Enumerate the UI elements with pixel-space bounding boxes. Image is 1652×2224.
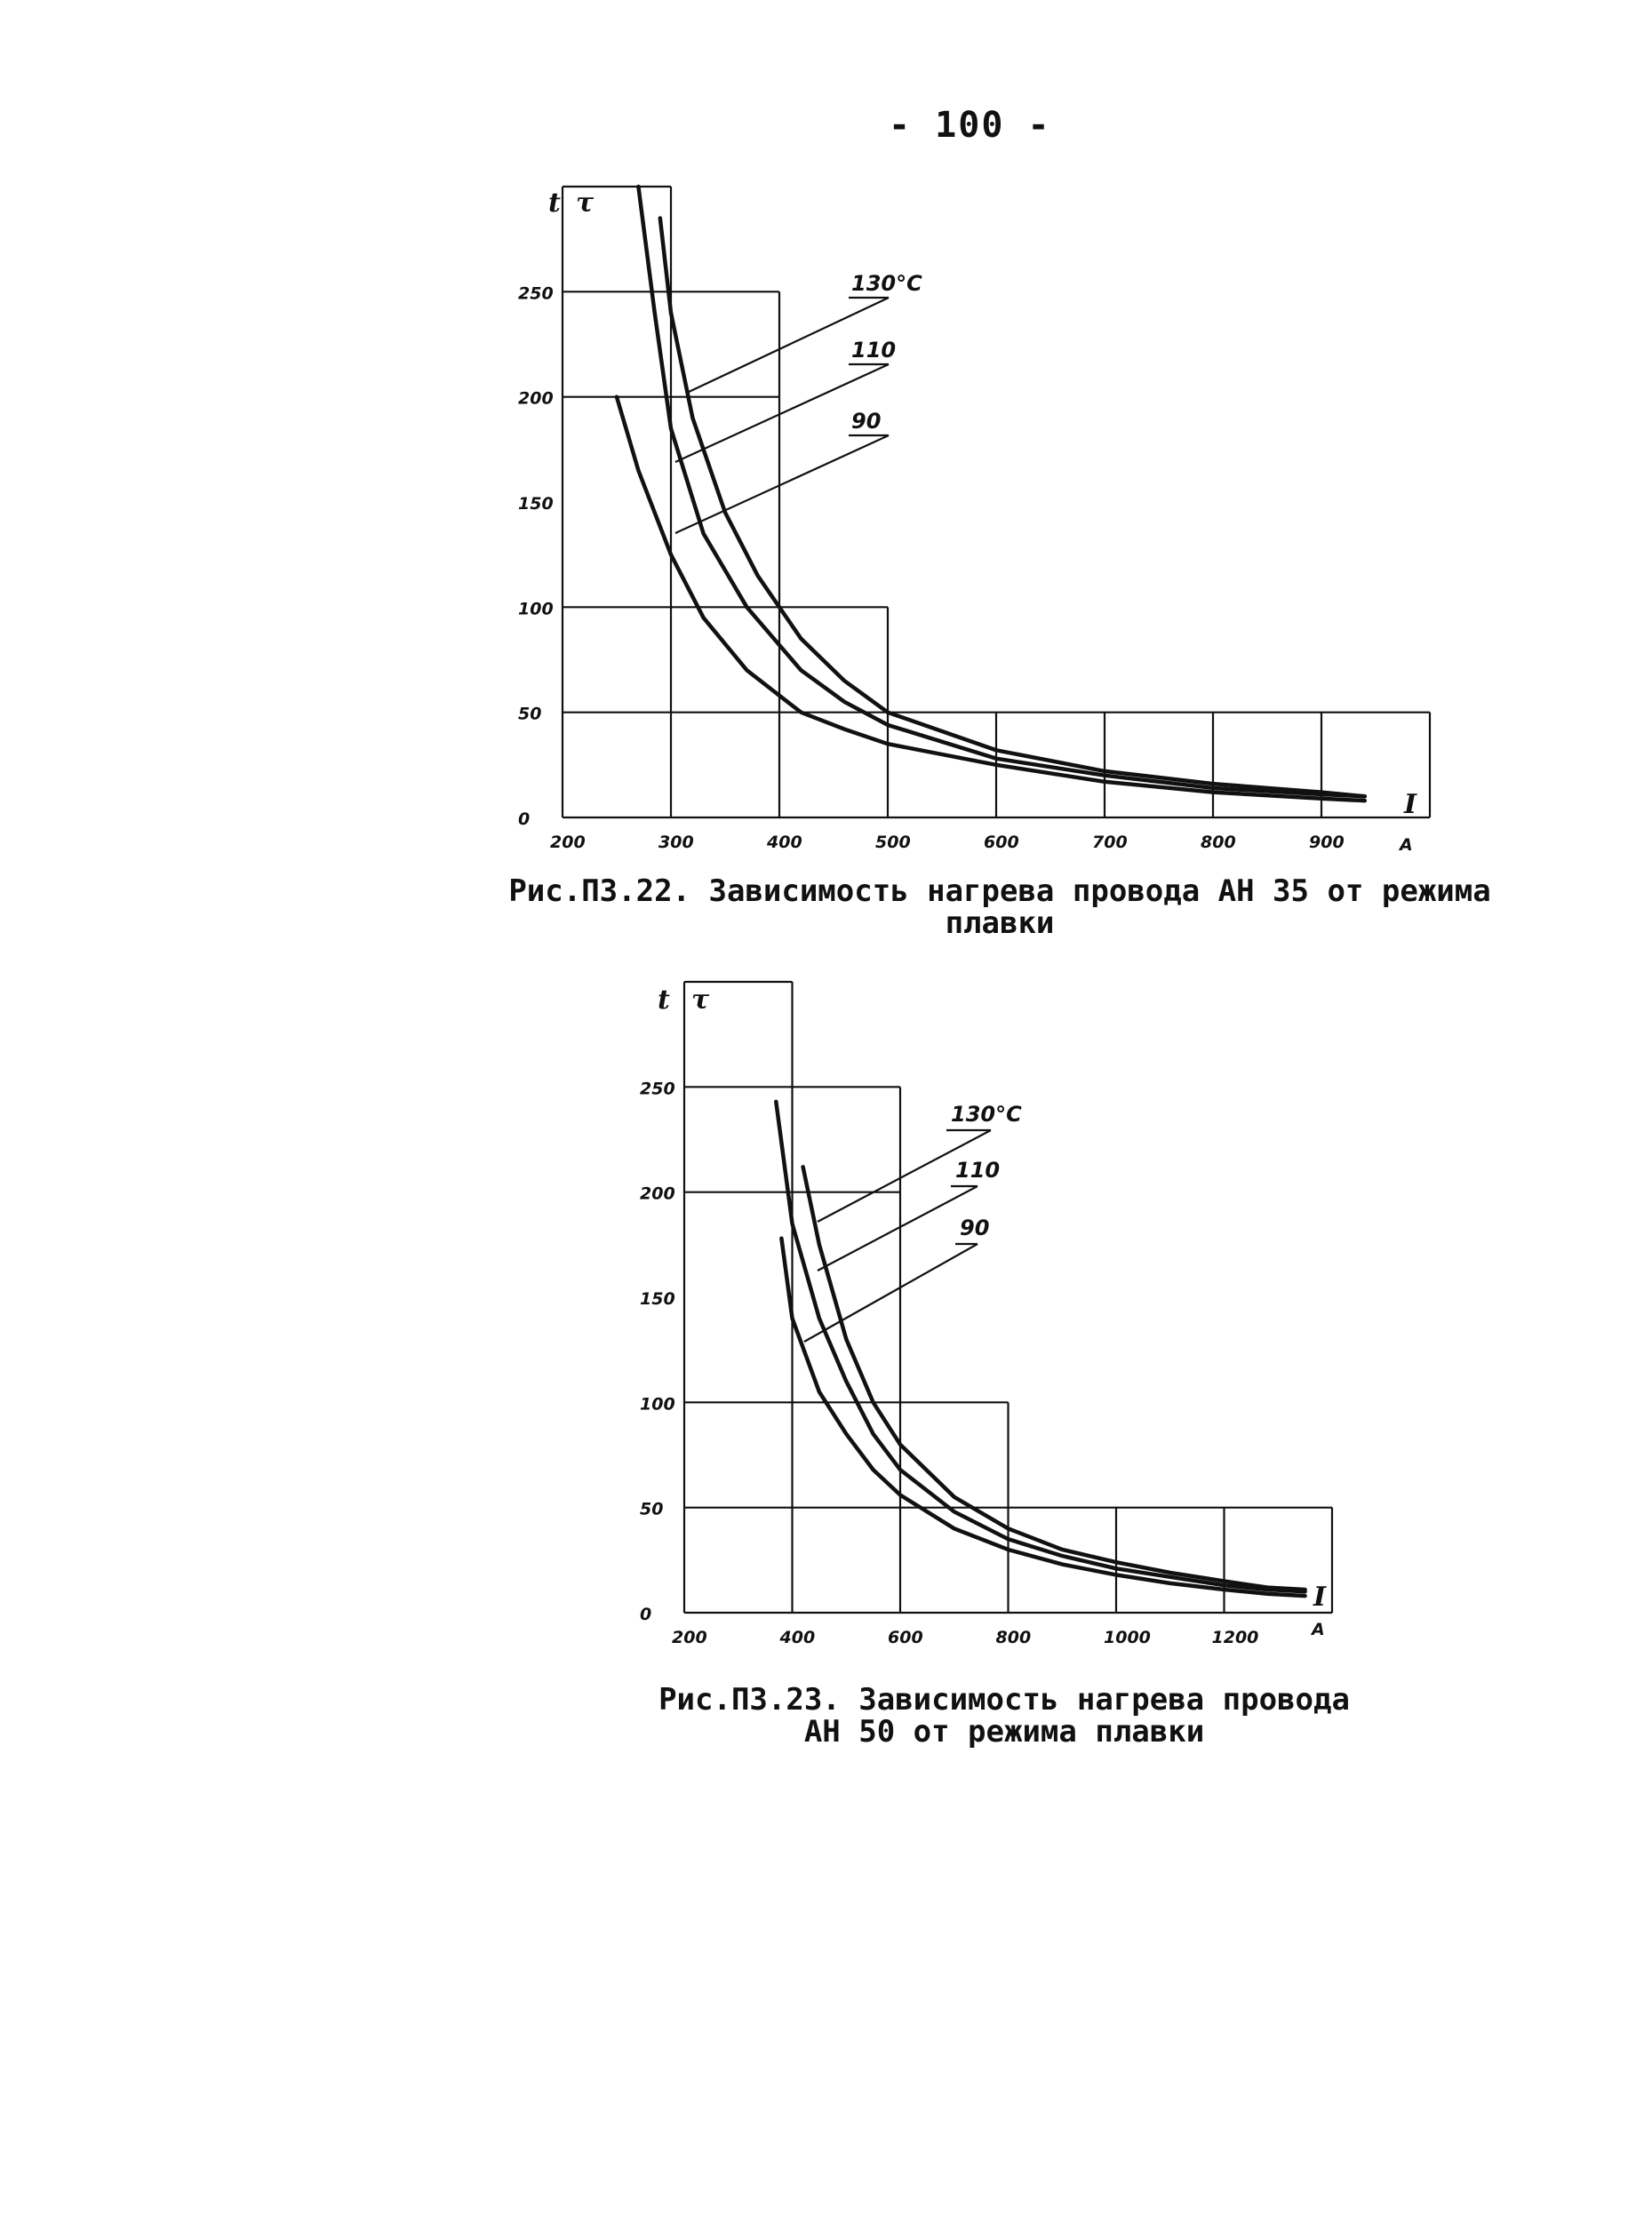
y-tick-label: 200 bbox=[518, 389, 554, 409]
leader-line bbox=[674, 434, 890, 534]
series-label: 110 bbox=[955, 1158, 1000, 1183]
x-axis-symbol: I bbox=[1403, 789, 1417, 820]
chart-grid bbox=[682, 980, 1334, 1614]
x-tick-label: 400 bbox=[766, 833, 802, 852]
x-tick-label: 900 bbox=[1309, 833, 1345, 852]
x-tick-label: 300 bbox=[658, 833, 694, 852]
series-label: 90 bbox=[851, 409, 881, 434]
chart-ah35: 200 300 400 500 600 700 800 900 0 50 100 150 200 250 t… bbox=[518, 184, 1432, 855]
x-tick-label: 800 bbox=[996, 1628, 1032, 1647]
series-curve bbox=[801, 1165, 1307, 1592]
y-tick-label: 0 bbox=[640, 1605, 651, 1624]
series-curve bbox=[636, 184, 1368, 799]
figure-caption-ah35: Рис.П3.22. Зависимость нагрева провода А… bbox=[508, 873, 1491, 941]
figure-caption-ah50: Рис.П3.23. Зависимость нагрева провода А… bbox=[658, 1682, 1350, 1750]
leader-line bbox=[803, 1243, 978, 1343]
series-label: 110 bbox=[851, 338, 896, 363]
y-axis-symbol: τ bbox=[576, 187, 595, 219]
y-tick-label: 50 bbox=[518, 705, 541, 724]
series-curve bbox=[779, 1236, 1307, 1598]
y-tick-label: 0 bbox=[518, 809, 530, 829]
y-tick-label: 100 bbox=[640, 1394, 675, 1414]
y-tick-label: 100 bbox=[518, 599, 554, 618]
y-tick-label: 150 bbox=[640, 1289, 675, 1309]
y-tick-label: 250 bbox=[518, 283, 554, 303]
leader-line bbox=[686, 297, 890, 394]
x-tick-label: 1200 bbox=[1212, 1628, 1259, 1647]
y-axis-symbol: τ bbox=[691, 984, 710, 1016]
leader-line bbox=[817, 1185, 978, 1271]
y-tick-label: 250 bbox=[640, 1079, 675, 1098]
series-curve bbox=[614, 395, 1368, 803]
x-tick-label: 700 bbox=[1092, 833, 1128, 852]
x-tick-label: 400 bbox=[779, 1628, 816, 1647]
x-axis-symbol: I bbox=[1313, 1582, 1327, 1613]
leader-line bbox=[674, 363, 890, 463]
chart-ah50: 200 400 600 800 1000 1200 0 50 100 150 200 250 t τ IA 1… bbox=[640, 980, 1334, 1647]
series-label: 130°C bbox=[951, 1102, 1022, 1127]
x-axis-unit: A bbox=[1310, 1620, 1325, 1639]
page-number: - 100 - bbox=[889, 105, 1051, 146]
series-label: 130°C bbox=[851, 271, 922, 296]
chart-grid bbox=[561, 185, 1432, 819]
x-tick-label: 600 bbox=[984, 833, 1019, 852]
x-tick-label: 500 bbox=[875, 833, 911, 852]
series-curve bbox=[774, 1099, 1307, 1594]
x-tick-label: 600 bbox=[888, 1628, 923, 1647]
y-axis-symbol: t bbox=[548, 187, 561, 219]
leader-line bbox=[817, 1129, 992, 1223]
x-tick-label: 200 bbox=[550, 833, 586, 852]
series-label: 90 bbox=[960, 1216, 989, 1240]
y-axis-symbol: t bbox=[658, 984, 670, 1016]
y-tick-label: 50 bbox=[640, 1500, 663, 1519]
series-curve bbox=[658, 216, 1368, 799]
x-tick-label: 800 bbox=[1201, 833, 1236, 852]
y-tick-label: 200 bbox=[640, 1184, 675, 1204]
y-tick-label: 150 bbox=[518, 494, 554, 514]
x-tick-label: 1000 bbox=[1104, 1628, 1151, 1647]
x-axis-unit: A bbox=[1398, 835, 1413, 855]
x-tick-label: 200 bbox=[672, 1628, 707, 1647]
